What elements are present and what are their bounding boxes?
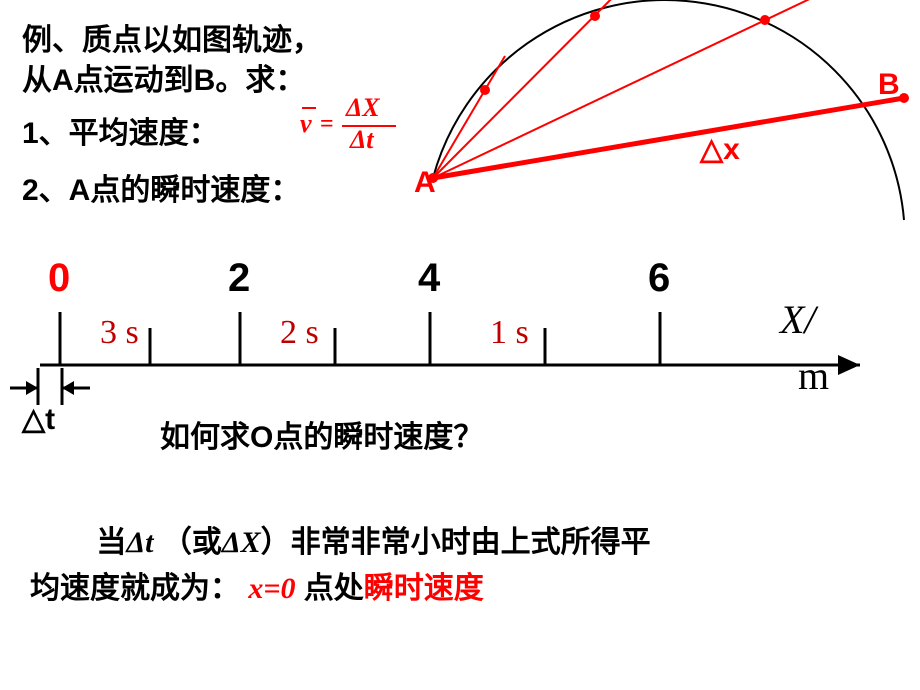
formula-num: ΔX	[346, 93, 380, 123]
interval-label-1: 3 s	[100, 314, 139, 352]
dot-mid1	[480, 85, 490, 95]
tick-label-4: 4	[418, 256, 440, 301]
formula-v: v	[300, 109, 312, 139]
concl-dx: ΔX	[222, 526, 261, 559]
formula-eq: =	[320, 111, 334, 138]
concl-l2a: 均速度就成为：	[30, 572, 240, 605]
arc-diagram	[405, 0, 920, 260]
concl-p2: （或	[154, 526, 222, 559]
question-O: 如何求O点的瞬时速度？	[160, 412, 483, 456]
concl-p3: ）非常非常小时由上式所得平	[261, 526, 651, 559]
dot-mid2	[590, 11, 600, 21]
secant-line-2	[433, 0, 659, 178]
axis-label-m: m	[798, 352, 829, 399]
conclusion: 当Δt （或ΔX）非常非常小时由上式所得平 均速度就成为： x=0 点处瞬时速度	[30, 520, 900, 612]
dt-arrow-r-head	[62, 381, 74, 395]
label-B: B	[878, 68, 900, 102]
label-dx: △x	[700, 132, 740, 167]
problem-q2: 2、A点的瞬时速度：	[22, 165, 300, 209]
tick-label-2: 2	[228, 256, 250, 301]
concl-x0: x=0	[248, 572, 295, 605]
problem-line1: 例、质点以如图轨迹，	[22, 15, 322, 59]
problem-q1: 1、平均速度：	[22, 108, 219, 152]
dot-B	[899, 93, 909, 103]
tick-label-6: 6	[648, 256, 670, 301]
concl-l2b: 点处	[304, 572, 364, 605]
axis-arrowhead	[838, 355, 860, 375]
dot-mid3	[760, 15, 770, 25]
formula-den: Δt	[350, 125, 374, 155]
concl-dt: Δt	[126, 526, 153, 559]
axis-label-XI: X/	[780, 296, 816, 343]
tick-label-0: 0	[48, 256, 70, 301]
chord-main	[433, 98, 904, 178]
interval-label-3: 1 s	[490, 314, 529, 352]
concl-inst: 瞬时速度	[364, 572, 484, 605]
label-A: A	[414, 166, 436, 200]
interval-label-2: 2 s	[280, 314, 319, 352]
concl-p1: 当	[96, 526, 126, 559]
dt-label: △t	[22, 402, 55, 437]
problem-line2: 从A点运动到B。求：	[22, 55, 305, 99]
dt-arrow-l-head	[26, 381, 38, 395]
secant-line-3	[433, 0, 879, 178]
